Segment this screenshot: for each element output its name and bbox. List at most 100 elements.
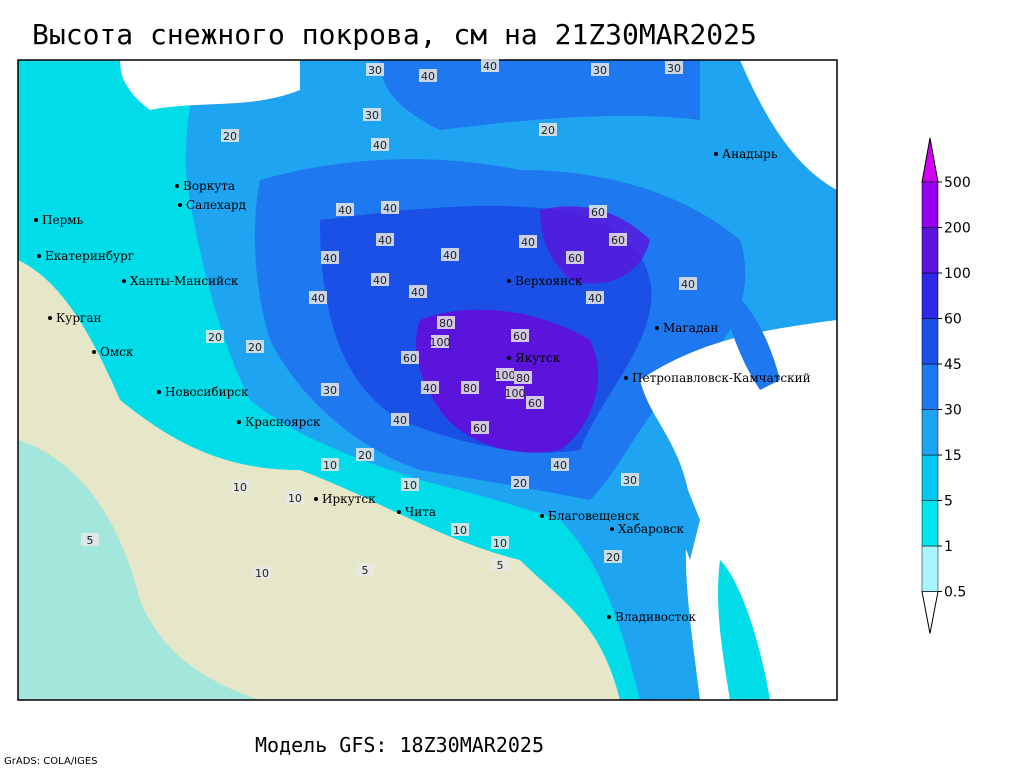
legend-label: 30 bbox=[944, 403, 962, 419]
contour-label: 40 bbox=[421, 70, 435, 83]
contour-label-box bbox=[286, 491, 304, 504]
contour-label: 40 bbox=[383, 202, 397, 215]
contour-label-box bbox=[451, 523, 469, 536]
city-dot bbox=[175, 184, 179, 188]
contour-label: 60 bbox=[611, 234, 625, 247]
contour-label-box bbox=[246, 340, 264, 353]
contour-label-box bbox=[604, 550, 622, 563]
model-label: Модель GFS: 18Z30MAR2025 bbox=[255, 733, 544, 757]
contour-label: 100 bbox=[495, 369, 516, 382]
contour-label: 60 bbox=[473, 422, 487, 435]
chukchi bbox=[740, 60, 837, 190]
city-label: Курган bbox=[56, 311, 101, 325]
contour-label: 5 bbox=[87, 534, 94, 547]
contour-label-box bbox=[421, 381, 439, 394]
city-label: Петропавловск-Камчатский bbox=[632, 371, 811, 385]
city-label: Новосибирск bbox=[165, 385, 249, 399]
contour-label: 30 bbox=[323, 384, 337, 397]
city-dot bbox=[655, 326, 659, 330]
contour-label-box bbox=[431, 335, 449, 348]
legend-label: 60 bbox=[944, 312, 962, 328]
contour-label-box bbox=[356, 563, 374, 576]
contour-label-box bbox=[409, 285, 427, 298]
kamchatka bbox=[720, 280, 780, 390]
city-dot bbox=[314, 497, 318, 501]
contour-label: 30 bbox=[368, 64, 382, 77]
legend-swatch bbox=[921, 272, 939, 319]
city-label: Красноярск bbox=[245, 415, 321, 429]
contour-label: 40 bbox=[411, 286, 425, 299]
contour-label-box bbox=[679, 277, 697, 290]
city-label: Владивосток bbox=[615, 610, 697, 624]
contour-label-box bbox=[511, 476, 529, 489]
contour-label: 60 bbox=[513, 330, 527, 343]
contour-label-box bbox=[401, 478, 419, 491]
city-dot bbox=[507, 356, 511, 360]
contour-label: 40 bbox=[443, 249, 457, 262]
contour-label-box bbox=[221, 129, 239, 142]
city-dot bbox=[624, 376, 628, 380]
contour-label: 10 bbox=[323, 459, 337, 472]
contour-label: 40 bbox=[681, 278, 695, 291]
contour-label: 60 bbox=[591, 206, 605, 219]
contour-label: 100 bbox=[430, 336, 451, 349]
legend-label: 45 bbox=[944, 357, 962, 373]
city-dot bbox=[237, 420, 241, 424]
city-label: Омск bbox=[100, 345, 134, 359]
contour-label-box bbox=[621, 473, 639, 486]
title: Высота снежного покрова, см на 21Z30MAR2… bbox=[32, 18, 757, 51]
snow-60 bbox=[540, 206, 650, 284]
contour-label-box bbox=[589, 205, 607, 218]
contour-label: 20 bbox=[248, 341, 262, 354]
sea bbox=[640, 320, 837, 700]
contour-label-box bbox=[356, 448, 374, 461]
contour-label: 20 bbox=[513, 477, 527, 490]
city-label: Верхоянск bbox=[515, 274, 583, 288]
contour-label-box bbox=[566, 251, 584, 264]
city-dot bbox=[714, 152, 718, 156]
contour-label-box bbox=[665, 61, 683, 74]
contour-label-box bbox=[481, 59, 499, 72]
city-dot bbox=[540, 514, 544, 518]
contour-label: 40 bbox=[423, 382, 437, 395]
contour-label-box bbox=[514, 371, 532, 384]
contour-label-box bbox=[81, 533, 99, 546]
city-dot bbox=[37, 254, 41, 258]
contour-label-box bbox=[491, 536, 509, 549]
contour-label: 40 bbox=[311, 292, 325, 305]
city-dot bbox=[507, 279, 511, 283]
contour-label-box bbox=[206, 330, 224, 343]
contour-label: 40 bbox=[373, 139, 387, 152]
legend-swatch bbox=[921, 454, 939, 501]
contour-label: 20 bbox=[208, 331, 222, 344]
contour-label-box bbox=[363, 108, 381, 121]
contour-label: 20 bbox=[358, 449, 372, 462]
contour-label: 40 bbox=[378, 234, 392, 247]
contour-label: 40 bbox=[338, 204, 352, 217]
contour-label: 5 bbox=[497, 559, 504, 572]
contour-label: 60 bbox=[528, 397, 542, 410]
contour-label-box bbox=[591, 63, 609, 76]
contour-label: 100 bbox=[505, 387, 526, 400]
sakhalin bbox=[675, 470, 700, 560]
city-label: Чита bbox=[405, 505, 436, 519]
contour-label: 40 bbox=[588, 292, 602, 305]
city-label: Пермь bbox=[42, 213, 84, 227]
city-label: Иркутск bbox=[322, 492, 376, 506]
contour-label: 40 bbox=[483, 60, 497, 73]
contour-label: 10 bbox=[288, 492, 302, 505]
contour-label: 5 bbox=[362, 564, 369, 577]
city-dot bbox=[397, 510, 401, 514]
contour-label-box bbox=[401, 351, 419, 364]
contour-label-box bbox=[441, 248, 459, 261]
contour-label: 60 bbox=[403, 352, 417, 365]
city-dot bbox=[157, 390, 161, 394]
legend-swatch bbox=[921, 500, 939, 547]
snow-100 bbox=[416, 309, 599, 453]
contour-label: 10 bbox=[403, 479, 417, 492]
contour-label-box bbox=[336, 203, 354, 216]
contour-label: 40 bbox=[521, 236, 535, 249]
city-dot bbox=[610, 527, 614, 531]
contour-label-box bbox=[309, 291, 327, 304]
contour-label-box bbox=[419, 69, 437, 82]
